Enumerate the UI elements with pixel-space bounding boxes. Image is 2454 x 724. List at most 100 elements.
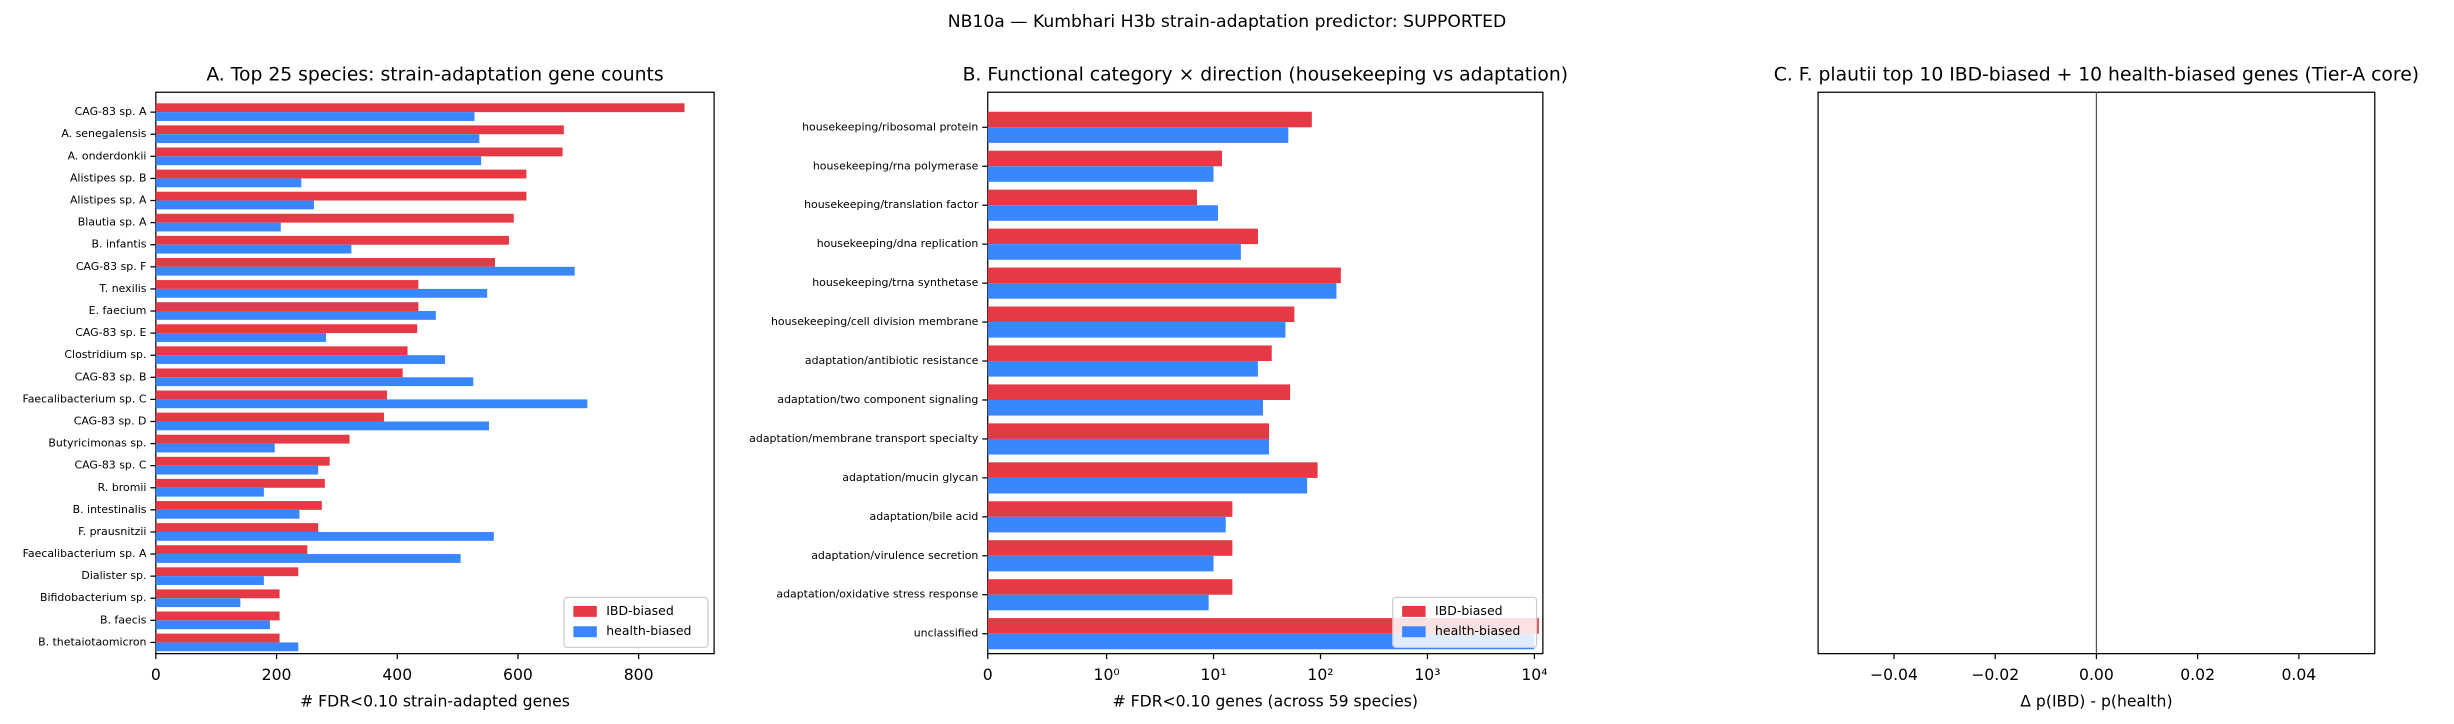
- y-tick-label: unclassified: [914, 627, 979, 640]
- bar: [155, 620, 270, 630]
- bar: [155, 390, 387, 400]
- bar: [155, 509, 300, 519]
- x-tick-label: 0.00: [2079, 665, 2114, 684]
- legend-swatch: [1402, 605, 1426, 617]
- axis-title: C. F. plautii top 10 IBD-biased + 10 hea…: [1774, 65, 2419, 86]
- legend-swatch: [573, 626, 597, 638]
- bar: [987, 306, 1295, 323]
- bar: [987, 127, 1289, 143]
- x-tick-label: 10⁰: [1094, 665, 1120, 684]
- bar: [155, 589, 280, 599]
- bar: [155, 213, 514, 223]
- bar: [155, 288, 488, 298]
- x-tick-label: 200: [262, 665, 292, 684]
- x-tick-label: 0: [151, 665, 161, 684]
- bar: [987, 399, 1263, 416]
- bar: [155, 333, 327, 342]
- bar: [155, 302, 419, 312]
- bar: [155, 598, 241, 608]
- bar: [987, 361, 1258, 377]
- bar: [987, 166, 1214, 182]
- bar: [155, 412, 384, 422]
- bar: [987, 384, 1291, 400]
- x-tick-label: −0.04: [1870, 665, 1918, 684]
- bar: [155, 554, 461, 563]
- y-tick-label: Butyricimonas sp.: [48, 437, 146, 450]
- x-tick-label: 800: [624, 665, 654, 684]
- bar: [987, 516, 1226, 533]
- y-tick-label: B. faecis: [100, 613, 147, 626]
- bar: [155, 200, 314, 210]
- y-tick-label: Dialister sp.: [81, 569, 146, 582]
- bar: [155, 156, 482, 166]
- y-tick-label: A. senegalensis: [61, 127, 146, 140]
- bar: [155, 235, 509, 245]
- y-tick-label: Faecalibacterium sp. A: [23, 547, 147, 560]
- y-tick-label: F. prausnitzii: [78, 525, 146, 538]
- y-tick-label: adaptation/antibiotic resistance: [805, 354, 979, 367]
- bar: [155, 169, 527, 179]
- y-tick-label: CAG-83 sp. E: [75, 326, 146, 339]
- y-tick-label: CAG-83 sp. F: [76, 260, 147, 273]
- x-tick-label: 10¹: [1200, 665, 1226, 684]
- bar: [987, 462, 1318, 478]
- bar: [155, 443, 275, 453]
- y-tick-label: Alistipes sp. B: [70, 171, 147, 184]
- bar: [987, 501, 1233, 517]
- bar: [155, 531, 494, 541]
- legend-box: [563, 596, 709, 649]
- bar: [155, 244, 352, 254]
- bar: [155, 576, 264, 585]
- bar: [155, 125, 564, 135]
- bar: [155, 280, 419, 289]
- bar: [155, 346, 408, 356]
- legend-box: [1392, 596, 1538, 649]
- bar: [155, 523, 319, 532]
- axis-title: B. Functional category × direction (hous…: [963, 65, 1568, 86]
- bar: [155, 134, 480, 144]
- y-tick-label: CAG-83 sp. B: [75, 370, 147, 383]
- bar: [155, 611, 280, 621]
- bar: [987, 189, 1197, 206]
- bar: [987, 579, 1233, 595]
- y-tick-label: adaptation/virulence secretion: [811, 549, 978, 562]
- bar: [155, 456, 330, 466]
- y-tick-label: adaptation/membrane transport specialty: [749, 432, 979, 445]
- x-tick-label: 10²: [1307, 665, 1333, 684]
- x-tick-label: 600: [503, 665, 533, 684]
- y-tick-label: Faecalibacterium sp. C: [22, 392, 146, 405]
- y-tick-label: Bifidobacterium sp.: [40, 591, 146, 604]
- bar: [987, 111, 1312, 128]
- bar: [987, 555, 1214, 572]
- bar: [155, 478, 325, 488]
- bar: [155, 368, 403, 378]
- x-tick-label: 0: [983, 665, 993, 684]
- bar: [155, 103, 685, 113]
- y-tick-label: A. onderdonkii: [68, 149, 147, 162]
- bar: [987, 150, 1223, 167]
- legend-label: IBD-biased: [1435, 603, 1503, 618]
- y-tick-label: Blautia sp. A: [78, 216, 147, 229]
- bar: [155, 567, 299, 577]
- x-tick-label: 0.04: [2281, 665, 2316, 684]
- legend-swatch: [573, 605, 597, 617]
- y-tick-label: Alistipes sp. A: [70, 194, 147, 207]
- y-tick-label: adaptation/oxidative stress response: [776, 588, 978, 601]
- y-tick-label: housekeeping/cell division membrane: [771, 315, 979, 328]
- bar: [987, 345, 1272, 362]
- y-tick-label: housekeeping/dna replication: [817, 237, 979, 250]
- bar: [987, 438, 1269, 455]
- x-tick-label: 400: [382, 665, 412, 684]
- bar: [987, 423, 1269, 439]
- bar: [155, 257, 496, 267]
- bar: [155, 112, 475, 121]
- y-tick-label: housekeeping/translation factor: [804, 198, 979, 211]
- y-tick-label: adaptation/mucin glycan: [842, 471, 978, 484]
- bar: [155, 434, 350, 444]
- bar: [987, 283, 1337, 299]
- legend-label: health-biased: [606, 623, 691, 638]
- bar: [155, 311, 436, 320]
- bar: [987, 594, 1209, 611]
- bar: [155, 324, 418, 334]
